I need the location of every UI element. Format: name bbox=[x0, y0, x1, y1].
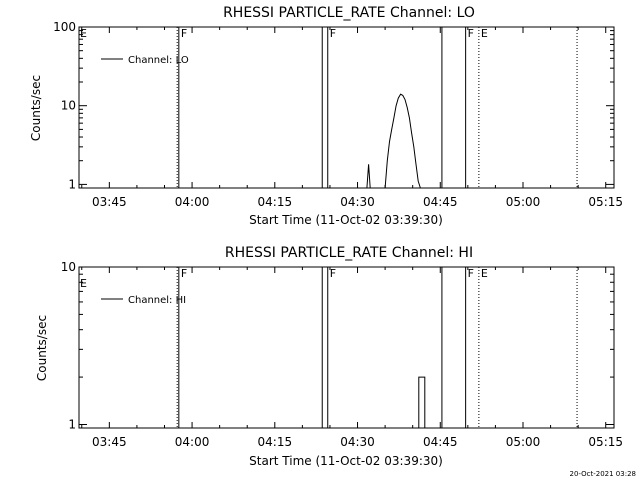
lo-plot-frame bbox=[78, 26, 615, 189]
hi-event-flag: E bbox=[481, 267, 488, 280]
lo-y-tick-label: 1 bbox=[68, 177, 76, 191]
hi-left-flag: E bbox=[80, 277, 87, 290]
lo-x-axis-label: Start Time (11-Oct-02 03:39:30) bbox=[249, 213, 443, 227]
lo-x-tick-label: 05:00 bbox=[506, 195, 541, 209]
lo-event-flag: F bbox=[468, 27, 474, 40]
lo-x-tick-label: 04:15 bbox=[258, 195, 293, 209]
hi-x-tick-label: 05:00 bbox=[506, 435, 541, 449]
hi-x-axis-label: Start Time (11-Oct-02 03:39:30) bbox=[249, 454, 443, 468]
hi-event-flag: F bbox=[181, 267, 187, 280]
hi-x-ticks: 03:45 04:00 04:15 04:30 04:45 05:00 05:15 bbox=[81, 267, 623, 449]
lo-x-tick-label: 04:45 bbox=[423, 195, 458, 209]
hi-event-flag: F bbox=[330, 267, 336, 280]
lo-event-flag: F bbox=[330, 27, 336, 40]
hi-legend-label: Channel: HI bbox=[128, 295, 186, 306]
hi-x-tick-label: 05:15 bbox=[588, 435, 623, 449]
hi-x-tick-label: 03:45 bbox=[92, 435, 127, 449]
hi-plot-frame bbox=[78, 266, 615, 429]
hi-event-flag: F bbox=[468, 267, 474, 280]
hi-y-axis-label: Counts/sec bbox=[35, 315, 49, 381]
lo-y-tick-label: 100 bbox=[53, 20, 76, 34]
hi-y-tick-label: 10 bbox=[61, 260, 76, 274]
lo-event-flag: E bbox=[481, 27, 488, 40]
hi-x-tick-label: 04:30 bbox=[340, 435, 375, 449]
hi-series-line bbox=[418, 376, 426, 428]
lo-y-ticks: 1 10 100 bbox=[53, 20, 614, 191]
lo-x-tick-label: 03:45 bbox=[92, 195, 127, 209]
lo-left-flag: E bbox=[80, 27, 87, 40]
lo-chart-title: RHESSI PARTICLE_RATE Channel: LO bbox=[223, 5, 475, 21]
lo-y-tick-label: 10 bbox=[61, 99, 76, 113]
lo-x-tick-label: 04:00 bbox=[175, 195, 210, 209]
lo-series-line bbox=[366, 93, 421, 189]
hi-x-tick-label: 04:00 bbox=[175, 435, 210, 449]
lo-legend-label: Channel: LO bbox=[128, 55, 189, 66]
lo-x-tick-label: 04:30 bbox=[340, 195, 375, 209]
hi-x-tick-label: 04:45 bbox=[423, 435, 458, 449]
hi-x-tick-label: 04:15 bbox=[258, 435, 293, 449]
lo-x-ticks: 03:45 04:00 04:15 04:30 04:45 05:00 05:15 bbox=[81, 27, 623, 209]
lo-x-tick-label: 05:15 bbox=[588, 195, 623, 209]
lo-event-flag: F bbox=[181, 27, 187, 40]
lo-y-axis-label: Counts/sec bbox=[29, 75, 43, 141]
hi-y-tick-label: 1 bbox=[68, 417, 76, 431]
generation-timestamp: 20-Oct-2021 03:28 bbox=[570, 470, 636, 478]
hi-channel-panel: RHESSI PARTICLE_RATE Channel: HI Start T… bbox=[35, 245, 623, 468]
hi-chart-title: RHESSI PARTICLE_RATE Channel: HI bbox=[225, 245, 473, 261]
hi-y-ticks: 1 10 bbox=[61, 260, 614, 431]
lo-channel-panel: RHESSI PARTICLE_RATE Channel: LO Start T… bbox=[29, 5, 623, 227]
